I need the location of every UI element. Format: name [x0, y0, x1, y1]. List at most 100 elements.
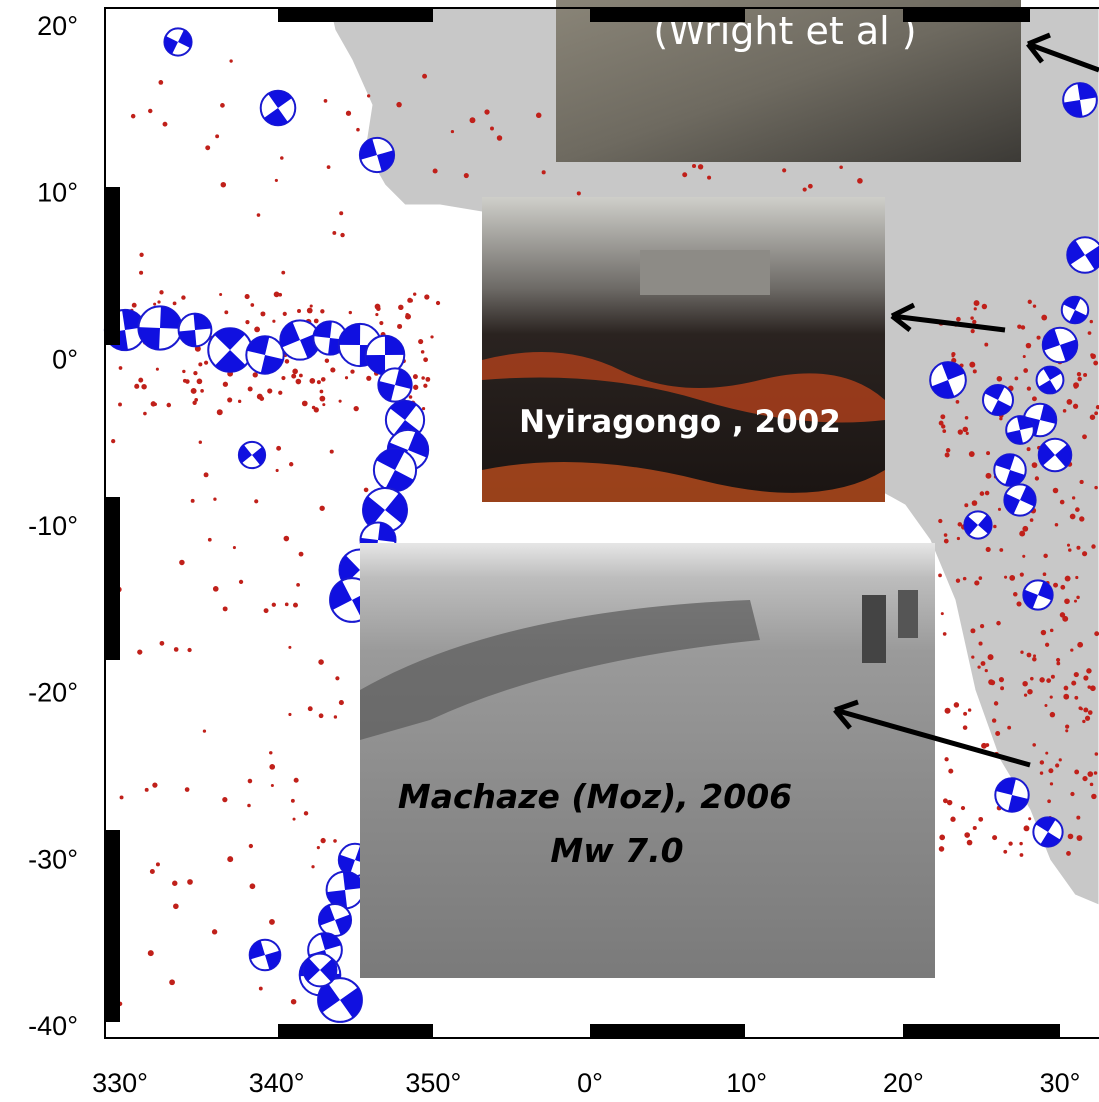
quake-dot	[340, 233, 344, 237]
quake-dot	[150, 869, 155, 874]
quake-dot	[248, 387, 253, 392]
quake-dot	[1088, 331, 1092, 335]
quake-dot	[972, 320, 976, 324]
quake-dot	[1082, 720, 1085, 723]
quake-dot	[1046, 678, 1051, 683]
quake-dot	[945, 708, 951, 714]
quake-dot	[181, 295, 185, 299]
lat-label: 20°	[37, 11, 78, 41]
quake-dot	[1004, 576, 1007, 579]
quake-dot	[1072, 496, 1075, 499]
quake-dot	[966, 432, 969, 435]
quake-dot	[938, 573, 942, 577]
quake-dot	[1082, 551, 1087, 556]
quake-dot	[1074, 600, 1077, 603]
lat-label: 10°	[37, 178, 78, 208]
quake-dot	[413, 374, 418, 379]
quake-dot	[187, 879, 193, 885]
quake-dot	[223, 382, 228, 387]
quake-dot	[1027, 447, 1031, 451]
quake-dot	[156, 368, 159, 371]
quake-dot	[141, 384, 146, 389]
quake-dot	[320, 390, 324, 394]
quake-dot	[138, 378, 143, 383]
quake-dot	[958, 429, 963, 434]
quake-dot	[260, 311, 265, 316]
lat-label: 0°	[52, 344, 78, 374]
quake-dot	[213, 586, 219, 592]
quake-dot	[938, 519, 942, 523]
quake-dot	[139, 271, 143, 275]
quake-dot	[1020, 853, 1024, 857]
quake-dot	[1071, 681, 1076, 686]
quake-dot	[132, 303, 137, 308]
quake-dot	[118, 403, 122, 407]
lon-label: 20°	[883, 1068, 924, 1098]
lat-label: -10°	[28, 511, 78, 541]
quake-dot	[1064, 598, 1070, 604]
quake-dot	[421, 376, 425, 380]
quake-dot	[1062, 616, 1068, 622]
quake-dot	[271, 784, 274, 787]
quake-dot	[958, 522, 962, 526]
quake-dot	[1075, 576, 1078, 579]
quake-dot	[944, 757, 948, 761]
quake-dot	[424, 294, 429, 299]
quake-dot	[405, 313, 409, 317]
quake-dot	[299, 374, 303, 378]
quake-dot	[222, 797, 227, 802]
quake-dot	[943, 632, 947, 636]
frame-bar	[903, 1024, 1060, 1038]
quake-dot	[974, 300, 980, 306]
quake-dot	[1094, 631, 1099, 636]
quake-dot	[1022, 526, 1028, 532]
quake-dot	[1067, 399, 1073, 405]
quake-dot	[183, 379, 187, 383]
quake-dot	[1076, 596, 1079, 599]
quake-dot	[285, 603, 289, 607]
quake-dot	[969, 362, 975, 368]
quake-dot	[131, 114, 136, 119]
quake-dot	[397, 324, 402, 329]
quake-dot	[259, 987, 263, 991]
quake-dot	[1041, 630, 1046, 635]
quake-dot	[1043, 572, 1047, 576]
quake-dot	[333, 839, 337, 843]
quake-dot	[399, 306, 403, 310]
quake-dot	[951, 352, 955, 356]
quake-dot	[947, 800, 953, 806]
quake-dot	[151, 401, 156, 406]
photo-caption: Mw 7.0	[550, 831, 683, 870]
quake-dot	[1056, 662, 1060, 666]
quake-dot	[484, 109, 489, 114]
quake-dot	[297, 309, 301, 313]
quake-dot	[1077, 642, 1083, 648]
quake-dot	[1053, 583, 1058, 588]
quake-dot	[1074, 672, 1079, 677]
quake-dot	[158, 80, 163, 85]
quake-dot	[182, 370, 185, 373]
photo	[482, 197, 885, 502]
quake-dot	[1090, 783, 1094, 787]
quake-dot	[296, 583, 300, 587]
quake-dot	[1016, 601, 1021, 606]
quake-dot	[954, 702, 959, 707]
quake-dot	[204, 472, 209, 477]
quake-dot	[1039, 677, 1044, 682]
quake-dot	[1032, 396, 1037, 401]
quake-dot	[1030, 677, 1034, 681]
quake-dot	[1074, 696, 1078, 700]
quake-dot	[257, 213, 261, 217]
quake-dot	[1035, 476, 1039, 480]
quake-dot	[1032, 743, 1036, 747]
photo-caption: Nyiragongo , 2002	[519, 404, 841, 440]
quake-dot	[995, 731, 1000, 736]
quake-dot	[120, 795, 124, 799]
quake-dot	[1053, 488, 1059, 494]
photo-person	[898, 590, 918, 638]
quake-dot	[413, 385, 418, 390]
quake-dot	[321, 377, 326, 382]
quake-dot	[208, 538, 212, 542]
quake-dot	[320, 309, 324, 313]
quake-dot	[1022, 681, 1027, 686]
